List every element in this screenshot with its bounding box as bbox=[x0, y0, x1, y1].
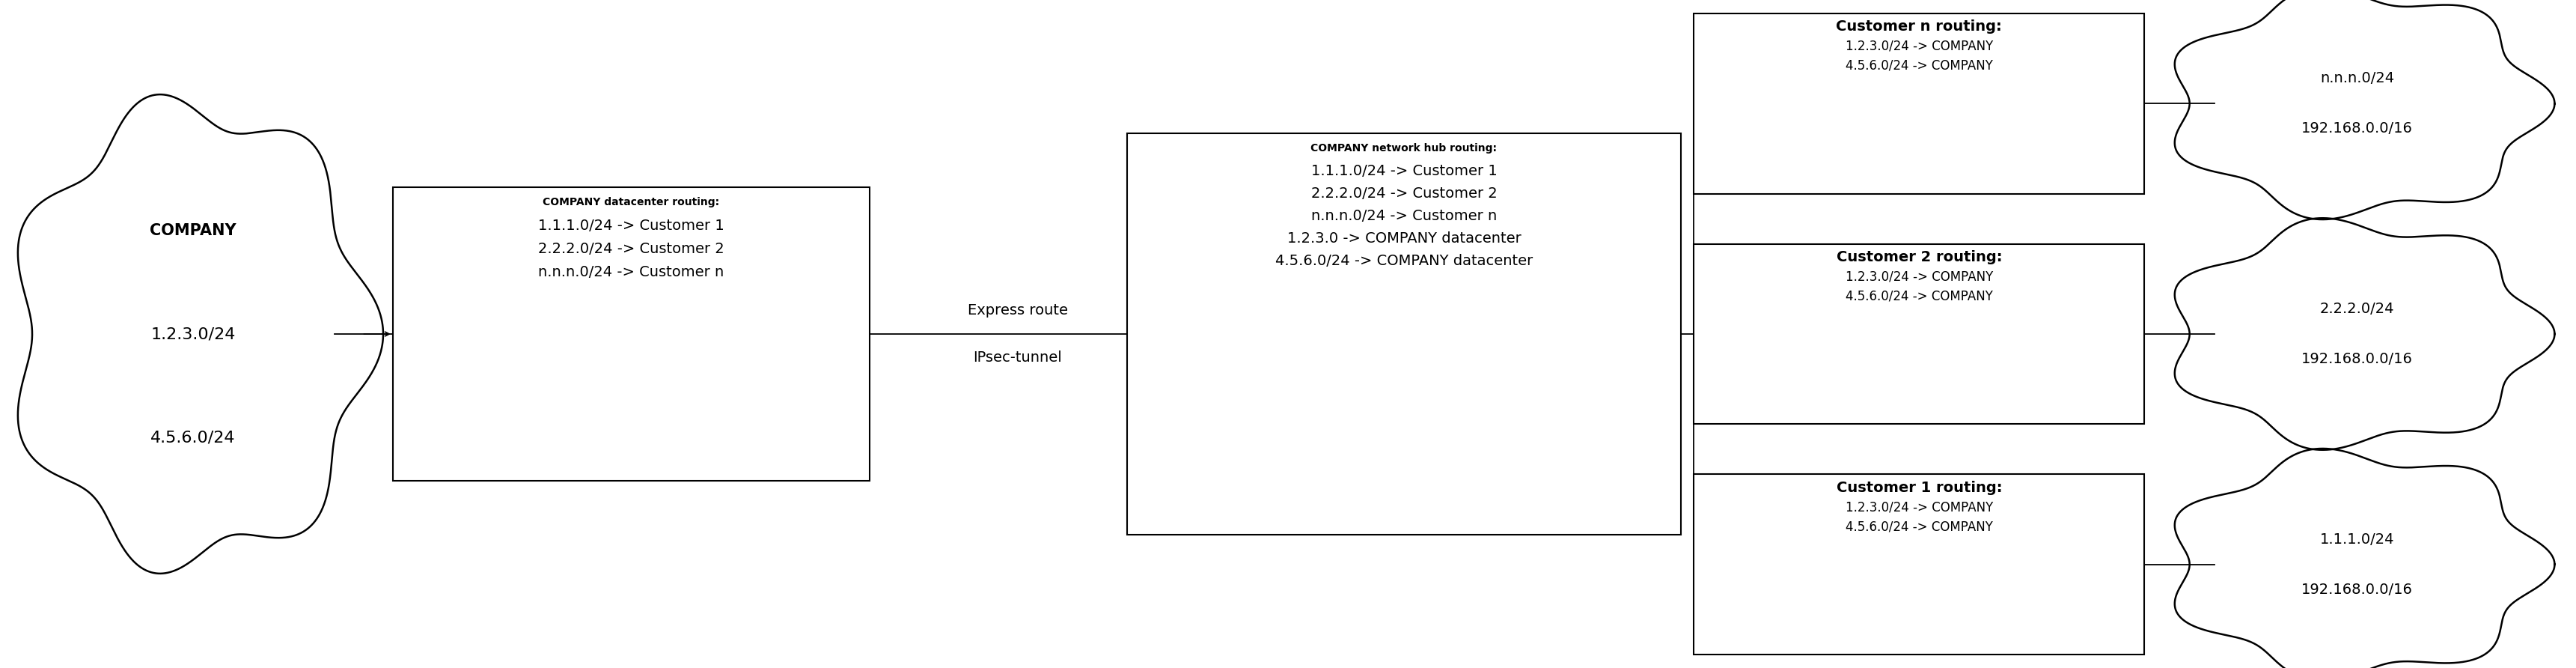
Text: COMPANY datacenter routing:: COMPANY datacenter routing: bbox=[544, 197, 719, 208]
Text: 192.168.0.0/16: 192.168.0.0/16 bbox=[2300, 122, 2414, 136]
Text: 1.2.3.0/24 -> COMPANY: 1.2.3.0/24 -> COMPANY bbox=[1844, 39, 1994, 53]
Bar bbox=[1692, 13, 2143, 194]
Text: 4.5.6.0/24: 4.5.6.0/24 bbox=[152, 430, 234, 445]
Text: 1.2.3.0 -> COMPANY datacenter: 1.2.3.0 -> COMPANY datacenter bbox=[1288, 231, 1520, 246]
Text: Customer n routing:: Customer n routing: bbox=[1837, 20, 2002, 34]
Text: COMPANY network hub routing:: COMPANY network hub routing: bbox=[1311, 143, 1497, 154]
Text: IPsec-tunnel: IPsec-tunnel bbox=[974, 350, 1061, 365]
Text: n.n.n.0/24 -> Customer n: n.n.n.0/24 -> Customer n bbox=[1311, 209, 1497, 223]
Text: 1.2.3.0/24 -> COMPANY: 1.2.3.0/24 -> COMPANY bbox=[1844, 270, 1994, 283]
Text: 4.5.6.0/24 -> COMPANY: 4.5.6.0/24 -> COMPANY bbox=[1844, 59, 1994, 72]
Text: n.n.n.0/24 -> Customer n: n.n.n.0/24 -> Customer n bbox=[538, 265, 724, 279]
Text: 1.2.3.0/24 -> COMPANY: 1.2.3.0/24 -> COMPANY bbox=[1844, 500, 1994, 514]
Text: 2.2.2.0/24 -> Customer 2: 2.2.2.0/24 -> Customer 2 bbox=[538, 242, 724, 256]
Text: 1.1.1.0/24 -> Customer 1: 1.1.1.0/24 -> Customer 1 bbox=[538, 218, 724, 232]
Text: Express route: Express route bbox=[969, 303, 1066, 318]
Polygon shape bbox=[2174, 448, 2555, 668]
Text: 4.5.6.0/24 -> COMPANY: 4.5.6.0/24 -> COMPANY bbox=[1844, 289, 1994, 303]
Polygon shape bbox=[2174, 218, 2555, 450]
Text: 1.1.1.0/24: 1.1.1.0/24 bbox=[2321, 532, 2393, 546]
Text: 2.2.2.0/24: 2.2.2.0/24 bbox=[2321, 302, 2393, 316]
Bar bbox=[1692, 474, 2143, 655]
Polygon shape bbox=[18, 94, 384, 574]
Text: 4.5.6.0/24 -> COMPANY datacenter: 4.5.6.0/24 -> COMPANY datacenter bbox=[1275, 254, 1533, 269]
Text: 192.168.0.0/16: 192.168.0.0/16 bbox=[2300, 582, 2414, 597]
Text: 2.2.2.0/24 -> Customer 2: 2.2.2.0/24 -> Customer 2 bbox=[1311, 186, 1497, 200]
Text: 1.1.1.0/24 -> Customer 1: 1.1.1.0/24 -> Customer 1 bbox=[1311, 164, 1497, 178]
Text: Customer 1 routing:: Customer 1 routing: bbox=[1837, 481, 2002, 495]
Bar bbox=[392, 187, 871, 481]
Polygon shape bbox=[2174, 0, 2555, 220]
Text: 1.2.3.0/24: 1.2.3.0/24 bbox=[152, 327, 234, 341]
Text: n.n.n.0/24: n.n.n.0/24 bbox=[2321, 71, 2393, 86]
Bar bbox=[1128, 134, 1682, 534]
Text: Customer 2 routing:: Customer 2 routing: bbox=[1837, 251, 2002, 265]
Bar bbox=[1692, 244, 2143, 424]
Text: COMPANY: COMPANY bbox=[149, 223, 237, 238]
Text: 4.5.6.0/24 -> COMPANY: 4.5.6.0/24 -> COMPANY bbox=[1844, 520, 1994, 533]
Text: 192.168.0.0/16: 192.168.0.0/16 bbox=[2300, 352, 2414, 366]
